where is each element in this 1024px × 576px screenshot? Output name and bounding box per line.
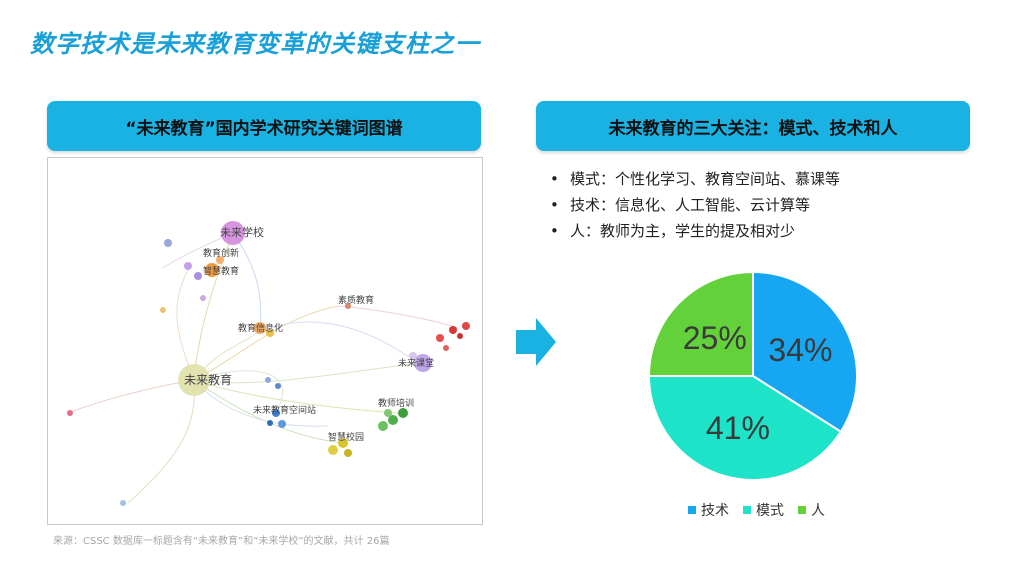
focus-bullet-list: • 模式：个性化学习、教育空间站、慕课等 • 技术：信息化、人工智能、云计算等 • 人… bbox=[550, 166, 840, 244]
legend-item: 技术 bbox=[688, 500, 729, 520]
graph-label-smart-campus: 智慧校园 bbox=[328, 431, 364, 442]
pie-slice-1 bbox=[647, 375, 843, 481]
legend-item: 模式 bbox=[743, 500, 784, 520]
bullet-icon: • bbox=[550, 170, 559, 188]
focus-pie-chart: 34% 41% 25% bbox=[647, 270, 858, 481]
graph-label-future-classroom: 未来课堂 bbox=[398, 357, 434, 368]
slide-title: 数字技术是未来教育变革的关键支柱之一 bbox=[30, 30, 480, 58]
bullet-text: 人：教师为主，学生的提及相对少 bbox=[570, 222, 796, 240]
bullet-icon: • bbox=[550, 222, 559, 240]
graph-label-quality: 素质教育 bbox=[338, 294, 374, 305]
graph-label-informatization: 教育信息化 bbox=[238, 322, 283, 333]
pie-legend: 技术 模式 人 bbox=[688, 500, 825, 520]
arrow-right-icon bbox=[516, 318, 556, 366]
bullet-text: 技术：信息化、人工智能、云计算等 bbox=[570, 196, 811, 214]
graph-label-teacher-training: 教师培训 bbox=[378, 397, 414, 408]
list-item: • 人：教师为主，学生的提及相对少 bbox=[550, 218, 840, 244]
keyword-network-graph: 未来学校 未来教育 教育信息化 智慧教育 教师培训 未来课堂 智慧校园 未来教育… bbox=[47, 157, 483, 525]
legend-label: 技术 bbox=[701, 503, 729, 519]
graph-label-future-school: 未来学校 bbox=[220, 225, 264, 239]
graph-label-innovation: 教育创新 bbox=[203, 247, 239, 258]
bullet-text: 模式：个性化学习、教育空间站、慕课等 bbox=[570, 170, 841, 188]
legend-swatch bbox=[798, 506, 806, 514]
pie-slice-2 bbox=[647, 270, 754, 377]
graph-label-future-space: 未来教育空间站 bbox=[253, 404, 316, 415]
legend-swatch bbox=[743, 506, 751, 514]
keyword-network-svg: 未来学校 未来教育 教育信息化 智慧教育 教师培训 未来课堂 智慧校园 未来教育… bbox=[67, 221, 470, 506]
legend-label: 模式 bbox=[756, 503, 784, 519]
source-note: 来源：CSSC 数据库一标题含有“未来教育”和“未来学校”的文献，共计 26篇 bbox=[53, 536, 390, 547]
list-item: • 模式：个性化学习、教育空间站、慕课等 bbox=[550, 166, 840, 192]
pie-data-label-0: 34% bbox=[768, 332, 832, 368]
pie-data-label-1: 41% bbox=[706, 410, 770, 446]
list-item: • 技术：信息化、人工智能、云计算等 bbox=[550, 192, 840, 218]
legend-swatch bbox=[688, 506, 696, 514]
graph-label-future-education: 未来教育 bbox=[184, 372, 232, 387]
legend-label: 人 bbox=[811, 503, 825, 519]
keyword-map-banner: “未来教育”国内学术研究关键词图谱 bbox=[47, 101, 481, 151]
bullet-icon: • bbox=[550, 196, 559, 214]
three-focus-banner: 未来教育的三大关注：模式、技术和人 bbox=[536, 101, 970, 151]
pie-data-label-2: 25% bbox=[683, 320, 747, 356]
legend-item: 人 bbox=[798, 500, 825, 520]
graph-label-wisdom-edu: 智慧教育 bbox=[203, 265, 239, 276]
